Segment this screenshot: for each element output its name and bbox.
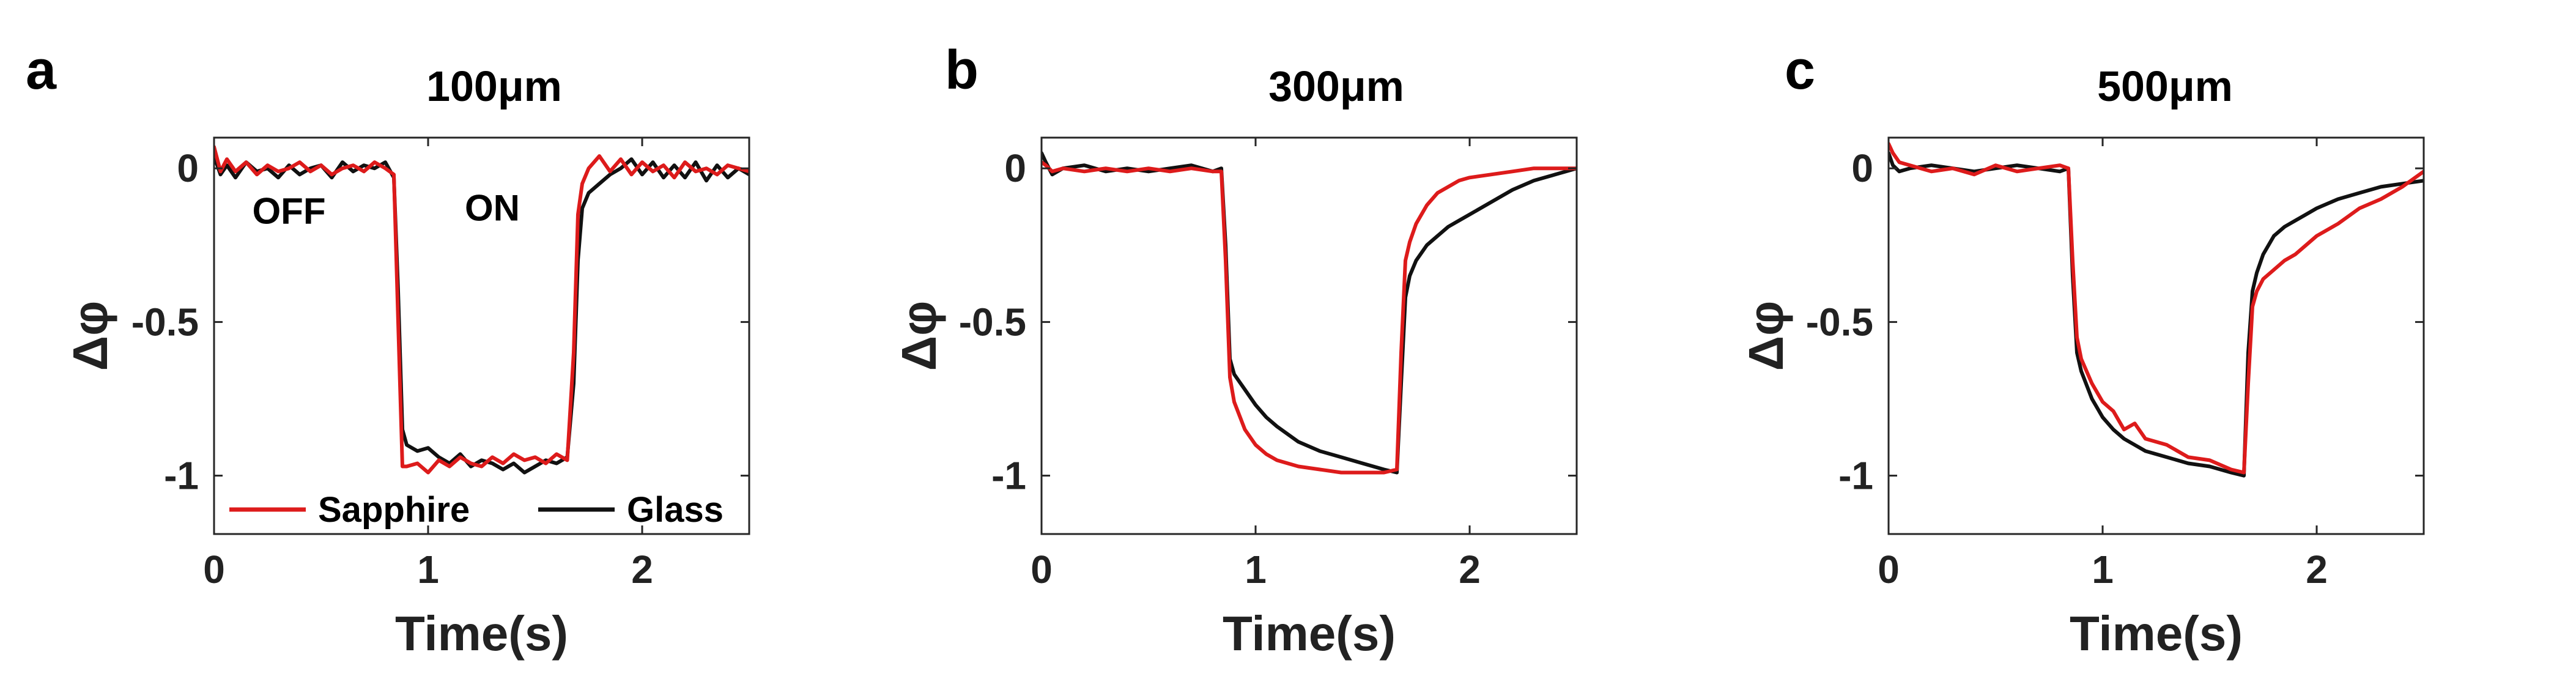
y-tick-label: -1 xyxy=(164,454,199,498)
axes-frame xyxy=(1040,136,1578,535)
panel-a: a 100μm 0 1 2 -1 -0.5 0 Time(s) Δφ OFF ON Sapphire Gl… xyxy=(26,40,750,661)
y-tick-label: -1 xyxy=(1838,454,1873,498)
legend: Sapphire Glass xyxy=(229,490,724,530)
y-axis-label: Δφ xyxy=(63,301,117,371)
x-tick-label: 1 xyxy=(1245,547,1267,592)
y-axis-label: Δφ xyxy=(1739,301,1793,371)
y-tick-label: -0.5 xyxy=(1806,300,1873,344)
panel-title: 300μm xyxy=(1268,62,1404,110)
annotation-off: OFF xyxy=(253,191,326,232)
panel-letter: a xyxy=(26,40,57,101)
x-tick-label: 1 xyxy=(417,547,439,592)
x-axis-label: Time(s) xyxy=(2070,606,2243,661)
panel-letter: b xyxy=(945,40,979,101)
y-tick-label: 0 xyxy=(1004,146,1026,190)
legend-label-glass: Glass xyxy=(627,490,724,530)
x-tick-label: 0 xyxy=(1031,547,1053,592)
y-tick-label: -1 xyxy=(991,454,1026,498)
x-tick-label: 1 xyxy=(2092,547,2114,592)
legend-label-sapphire: Sapphire xyxy=(318,490,470,530)
series-line-sapphire xyxy=(1889,142,2424,475)
x-axis-label: Time(s) xyxy=(395,606,568,661)
y-tick-label: -0.5 xyxy=(959,300,1026,344)
axes-frame xyxy=(213,136,750,535)
series-line-sapphire xyxy=(1042,160,1577,475)
panel-c: c 500μm 0 1 2 -1 -0.5 0 Time(s) Δφ xyxy=(1739,40,2425,661)
panel-title: 100μm xyxy=(426,62,562,110)
panel-b: b 300μm 0 1 2 -1 -0.5 0 Time(s) Δφ xyxy=(892,40,1578,661)
series-line-sapphire xyxy=(214,145,749,475)
series-line-glass xyxy=(1889,151,2424,478)
y-axis-label: Δφ xyxy=(892,301,946,371)
panel-letter: c xyxy=(1785,40,1815,101)
x-tick-label: 2 xyxy=(2306,547,2328,592)
series-line-glass xyxy=(1042,151,1577,475)
x-tick-label: 2 xyxy=(1459,547,1481,592)
x-tick-label: 2 xyxy=(631,547,653,592)
axes-frame xyxy=(1887,136,2425,535)
y-tick-label: 0 xyxy=(177,146,199,190)
x-tick-label: 0 xyxy=(203,547,225,592)
annotation-on: ON xyxy=(465,188,520,229)
x-tick-label: 0 xyxy=(1878,547,1900,592)
panel-title: 500μm xyxy=(2097,62,2233,110)
y-tick-label: -0.5 xyxy=(131,300,199,344)
x-axis-label: Time(s) xyxy=(1223,606,1396,661)
y-tick-label: 0 xyxy=(1851,146,1873,190)
